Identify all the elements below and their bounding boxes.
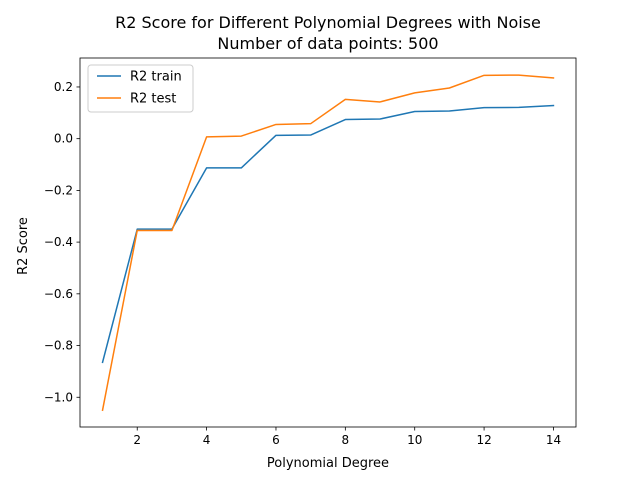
x-axis-label: Polynomial Degree: [267, 456, 389, 471]
y-axis-label: R2 Score: [16, 217, 31, 275]
y-tick-label: −0.6: [44, 287, 73, 301]
x-tick-label: 12: [476, 433, 491, 447]
chart-title: R2 Score for Different Polynomial Degree…: [115, 13, 541, 32]
x-tick-label: 6: [272, 433, 280, 447]
legend-label-1: R2 train: [130, 70, 182, 85]
chart-subtitle: Number of data points: 500: [217, 34, 438, 53]
y-tick-label: −1.0: [44, 390, 73, 404]
x-tick-label: 10: [407, 433, 422, 447]
y-tick-label: −0.4: [44, 235, 73, 249]
y-tick-label: −0.8: [44, 339, 73, 353]
legend-label-2: R2 test: [130, 92, 176, 107]
x-tick-label: 2: [133, 433, 141, 447]
x-tick-label: 4: [203, 433, 211, 447]
x-tick-label: 8: [342, 433, 350, 447]
y-tick-label: 0.0: [54, 132, 73, 146]
y-tick-label: 0.2: [54, 80, 73, 94]
x-tick-label: 14: [546, 433, 561, 447]
y-tick-label: −0.2: [44, 183, 73, 197]
